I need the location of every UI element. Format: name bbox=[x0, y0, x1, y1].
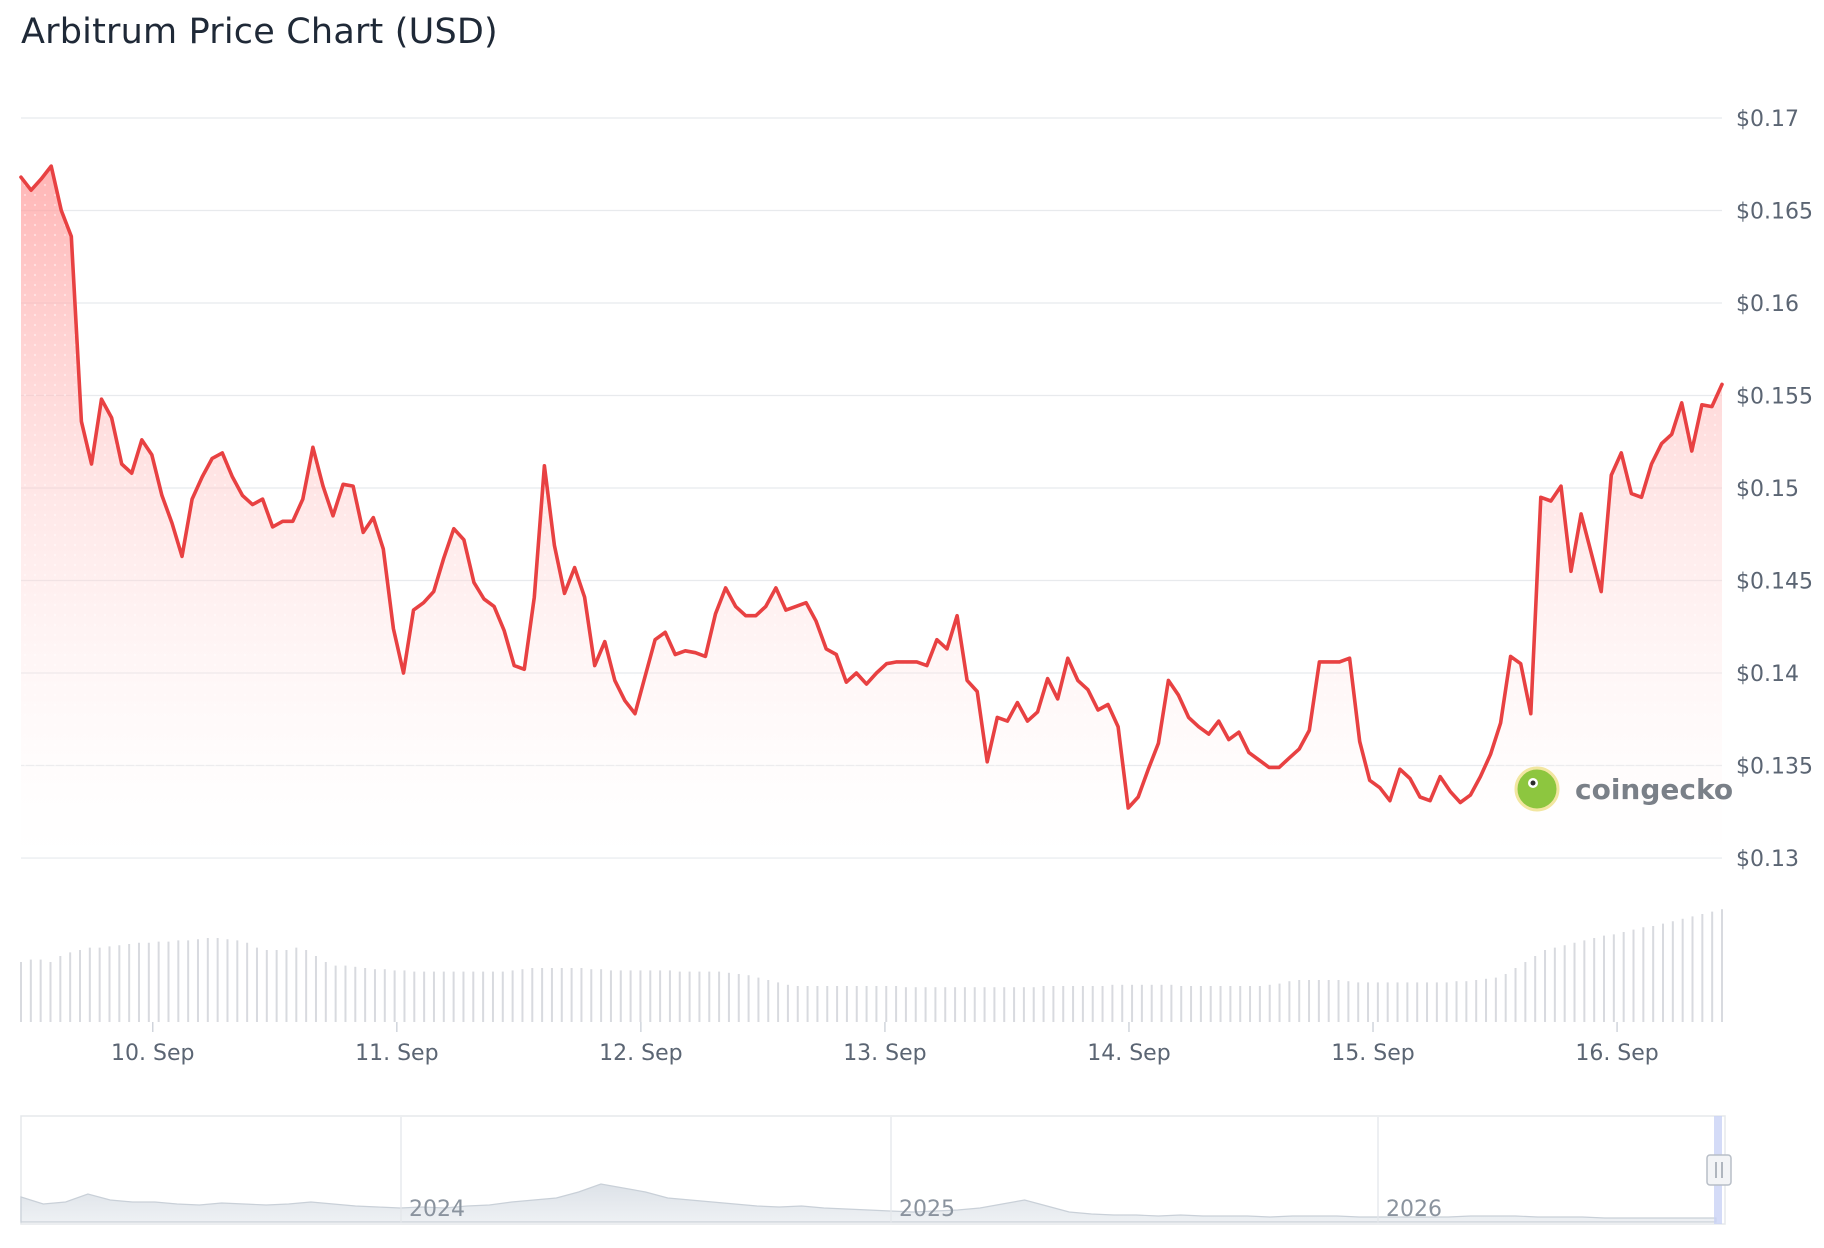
y-tick-label: $0.17 bbox=[1736, 107, 1799, 132]
y-axis: $0.13 $0.135 $0.14 $0.145 $0.15 $0.155 $0.16 $0… bbox=[1736, 107, 1813, 872]
y-tick-label: $0.14 bbox=[1736, 662, 1799, 687]
y-tick-label: $0.155 bbox=[1736, 385, 1813, 410]
volume-bars bbox=[20, 909, 1723, 1022]
y-tick-label: $0.165 bbox=[1736, 200, 1813, 225]
x-tick-label: 15. Sep bbox=[1331, 1041, 1414, 1066]
x-tick-label: 14. Sep bbox=[1087, 1041, 1170, 1066]
price-series bbox=[19, 164, 1724, 859]
chart-title: Arbitrum Price Chart (USD) bbox=[21, 12, 498, 52]
x-tick-label: 10. Sep bbox=[111, 1041, 194, 1066]
x-tick-label: 11. Sep bbox=[355, 1041, 438, 1066]
x-axis: 10. Sep 11. Sep 12. Sep 13. Sep 14. Sep 15. S… bbox=[111, 1022, 1659, 1066]
y-tick-label: $0.13 bbox=[1736, 847, 1799, 872]
y-tick-label: $0.16 bbox=[1736, 292, 1799, 317]
watermark-text: coingecko bbox=[1575, 773, 1733, 806]
navigator-year-label: 2025 bbox=[899, 1197, 955, 1222]
x-tick-label: 13. Sep bbox=[843, 1041, 926, 1066]
navigator-year-label: 2024 bbox=[409, 1197, 465, 1222]
x-tick-label: 16. Sep bbox=[1575, 1041, 1658, 1066]
navigator-area bbox=[20, 1183, 1717, 1223]
y-tick-label: $0.135 bbox=[1736, 755, 1813, 780]
navigator-handle[interactable] bbox=[1706, 1154, 1732, 1186]
y-tick-label: $0.15 bbox=[1736, 477, 1799, 502]
price-area-texture bbox=[21, 166, 1722, 859]
navigator[interactable]: 2024 2025 2026 bbox=[20, 1115, 1732, 1225]
x-tick-label: 12. Sep bbox=[599, 1041, 682, 1066]
coingecko-logo bbox=[1514, 766, 1560, 812]
y-tick-label: $0.145 bbox=[1736, 570, 1813, 595]
navigator-year-label: 2026 bbox=[1386, 1197, 1442, 1222]
price-line bbox=[19, 164, 1724, 810]
